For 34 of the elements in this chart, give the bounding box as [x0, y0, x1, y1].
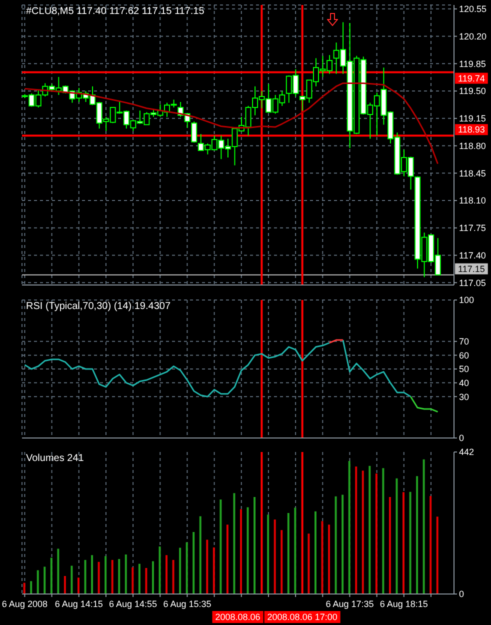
y-tick-label: 100: [459, 295, 474, 306]
y-tick-label: 442: [459, 447, 474, 458]
y-tick-label: 30: [459, 392, 470, 402]
y-tick-label: 70: [459, 336, 470, 347]
x-tick-label: 6 Aug 17:35: [326, 599, 374, 609]
ref-line-label: 2008.08.06: [215, 612, 260, 622]
y-tick-label: 0: [459, 433, 464, 444]
y-tick-label: 119.85: [459, 58, 486, 69]
ref-line-label: 118.93: [458, 124, 485, 135]
ref-line-label: 119.74: [458, 73, 485, 84]
y-tick-label: 118.80: [459, 140, 486, 151]
ref-line-label: 2008.08.06 17:00: [267, 612, 338, 622]
y-tick-label: 50: [459, 364, 470, 374]
y-tick-label: 40: [459, 378, 470, 388]
x-tick-label: 6 Aug 15:35: [163, 599, 212, 609]
y-tick-label: 0: [459, 589, 464, 600]
x-tick-label: 6 Aug 18:15: [380, 599, 428, 609]
y-tick-label: 117.40: [459, 250, 486, 260]
y-tick-label: 117.75: [459, 223, 486, 234]
chart-title: RSI (Typical,70,30) (14) 19.4307: [26, 301, 171, 312]
chart-title: Volumes 241: [26, 453, 84, 464]
y-tick-label: 117.05: [459, 278, 486, 288]
y-tick-label: 119.15: [459, 114, 486, 124]
y-tick-label: 118.10: [459, 196, 486, 206]
x-tick-label: 6 Aug 14:15: [54, 599, 103, 609]
x-tick-label: 6 Aug 2008: [2, 599, 48, 609]
ref-line-label: 117.15: [458, 264, 485, 274]
y-tick-label: 119.50: [459, 86, 486, 96]
x-tick-label: 6 Aug 14:55: [109, 599, 158, 609]
y-tick-label: 120.55: [459, 4, 487, 14]
y-tick-label: 60: [459, 350, 470, 360]
y-tick-label: 118.45: [459, 168, 486, 178]
y-tick-label: 120.20: [459, 31, 487, 42]
chart-title: #CLU8,M5 117.40 117.62 117.15 117.15: [26, 6, 204, 17]
